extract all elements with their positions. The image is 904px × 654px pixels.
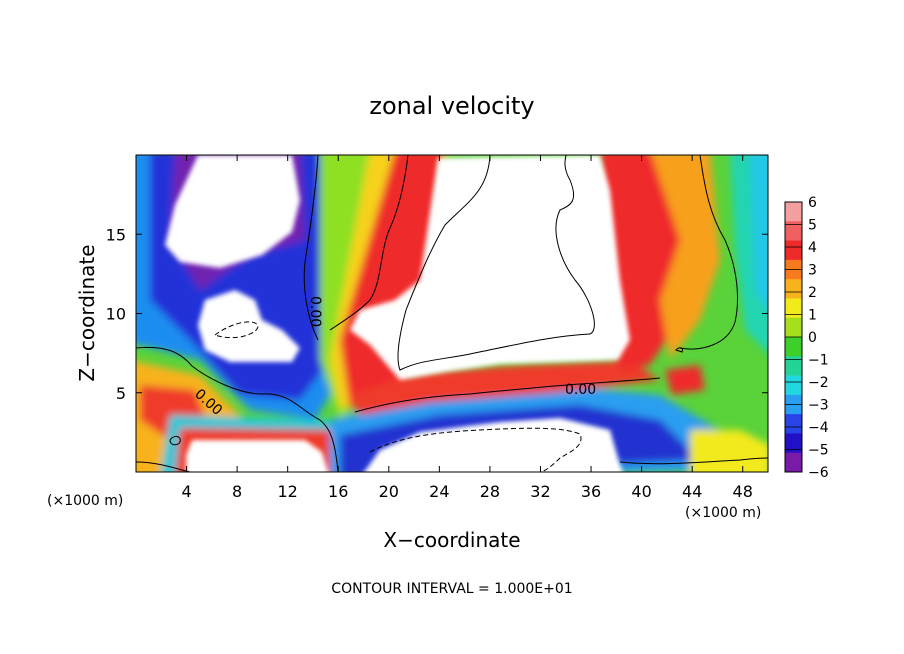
colorbar-swatch xyxy=(785,317,802,338)
contour-white-outline xyxy=(397,155,595,371)
colorbar-swatch xyxy=(785,337,802,357)
x-tick-label: 48 xyxy=(733,482,753,501)
contour-label-1: 0.00 xyxy=(307,296,323,327)
colorbar-label: 1 xyxy=(808,308,817,324)
x-tick-label: 32 xyxy=(530,482,550,501)
colorbar-label: −5 xyxy=(808,443,829,459)
colorbar-swatch xyxy=(785,356,802,377)
contour-zero-center xyxy=(329,155,409,331)
contour-interval-footer: CONTOUR INTERVAL = 1.000E+01 xyxy=(331,581,572,597)
colorbar-label: 0 xyxy=(808,330,817,346)
colorbar-swatch xyxy=(785,452,802,473)
contour-zero-left xyxy=(136,346,339,472)
contour-zero-mid xyxy=(354,377,661,413)
x-tick-label: 28 xyxy=(480,482,500,501)
colorbar-swatch xyxy=(785,279,802,299)
colorbar-swatch xyxy=(785,202,802,222)
contour-dashed-left xyxy=(213,321,259,339)
contour-zero-lowleft xyxy=(136,461,191,472)
colorbar-label: 4 xyxy=(808,240,817,256)
y-tick-label: 5 xyxy=(116,384,126,403)
y-tick-label: 10 xyxy=(106,305,126,324)
contour-zero-lowright xyxy=(619,457,768,465)
x-tick-label: 36 xyxy=(581,482,601,501)
z-unit-note: (×1000 m) xyxy=(47,493,123,509)
x-tick-label: 44 xyxy=(682,482,702,501)
colorbar-label: −1 xyxy=(808,353,829,369)
x-tick-label: 12 xyxy=(278,482,298,501)
x-tick-label: 4 xyxy=(181,482,191,501)
field-white-bottomcenter xyxy=(364,418,623,472)
colorbar-swatch xyxy=(785,433,802,454)
colorbar-label: 6 xyxy=(808,195,817,211)
field-white-center xyxy=(350,155,630,380)
field-red-lowright xyxy=(665,365,705,395)
field-orange-right xyxy=(651,155,720,360)
chart-title: zonal velocity xyxy=(369,92,534,120)
colorbar-label: −2 xyxy=(808,375,829,391)
x-tick-label: 16 xyxy=(328,482,348,501)
y-axis-title: Z−coordinate xyxy=(75,244,99,381)
colorbar-label: −3 xyxy=(808,398,829,414)
colorbar-swatch xyxy=(785,298,802,319)
x-tick-label: 8 xyxy=(232,482,242,501)
velocity-field xyxy=(136,155,768,472)
field-lightblue-right xyxy=(750,155,768,310)
colorbar-label: −4 xyxy=(808,420,829,436)
colorbar-label: 3 xyxy=(808,263,817,279)
contour-lines xyxy=(136,155,768,472)
field-white-topleft xyxy=(165,155,300,268)
colorbar: 6 5 4 3 2 1 0 −1 −2 −3 −4 −5 −6 xyxy=(784,195,829,481)
colorbar-label: 5 xyxy=(808,218,817,234)
field-white-bottomleft xyxy=(186,440,329,472)
x-axis-title: X−coordinate xyxy=(383,528,520,552)
x-axis: 4 8 12 16 20 24 28 32 36 40 44 48 xyxy=(181,155,753,501)
field-white-leftmid xyxy=(198,290,300,362)
x-tick-label: 40 xyxy=(631,482,651,501)
contour-dashed-bottom xyxy=(369,427,582,472)
colorbar-swatch xyxy=(785,414,802,434)
colorbar-swatch xyxy=(785,221,802,242)
y-axis: 5 10 15 xyxy=(106,225,768,403)
contour-zero-right xyxy=(679,155,739,350)
x-tick-label: 20 xyxy=(379,482,399,501)
x-unit-note: (×1000 m) xyxy=(685,505,761,521)
x-tick-label: 24 xyxy=(429,482,449,501)
contour-small-right xyxy=(675,347,683,353)
contour-zero-leftcol xyxy=(303,155,319,341)
colorbar-label: −6 xyxy=(808,465,829,481)
colorbar-swatch xyxy=(785,375,802,396)
contour-small-left xyxy=(169,435,181,446)
contour-label-2: 0.00 xyxy=(565,382,596,398)
y-tick-label: 15 xyxy=(106,225,126,244)
colorbar-swatch xyxy=(785,240,802,261)
colorbar-label: 2 xyxy=(808,285,817,301)
